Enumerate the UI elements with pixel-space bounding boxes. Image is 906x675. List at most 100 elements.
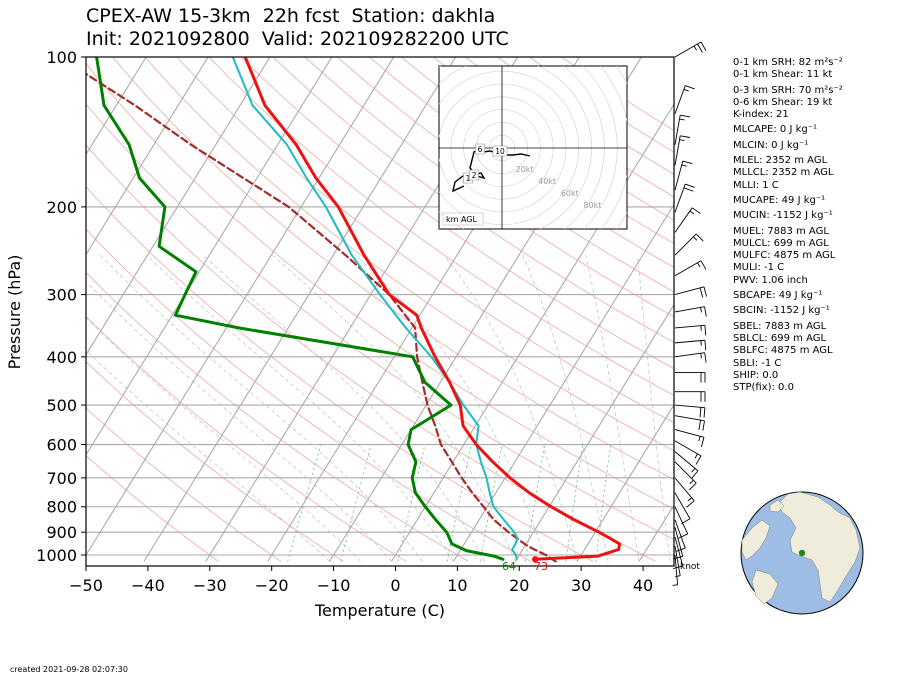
- x-tick-label: 40: [633, 576, 653, 595]
- hodograph-height-label: 10: [495, 147, 505, 156]
- dry-adiabat: [86, 407, 282, 562]
- y-tick-label: 500: [46, 396, 77, 415]
- index-line: 0-6 km Shear: 19 kt: [733, 96, 833, 108]
- wind-barb: [674, 429, 705, 448]
- wind-barb: [672, 527, 684, 560]
- y-tick-label: 800: [46, 498, 77, 517]
- dry-adiabat: [86, 103, 674, 540]
- mixing-ratio-line: [524, 444, 546, 562]
- isotherm: [86, 57, 271, 356]
- sounding-profiles: [86, 57, 622, 563]
- x-tick-label: 0: [390, 576, 400, 595]
- axes: −50 −40 −30 −20 −10 0 10 20 30 40 100 200 300 400 500 6…: [36, 48, 653, 595]
- index-line: MULCL: 699 m AGL: [733, 237, 829, 249]
- dry-adiabat: [86, 271, 469, 562]
- hodograph-height-label: 1: [466, 174, 471, 183]
- wind-barb: [674, 114, 691, 145]
- created-timestamp: created 2021-09-28 02:07:30: [10, 665, 128, 674]
- y-tick-label: 600: [46, 436, 77, 455]
- wind-unit-label: knot: [680, 562, 700, 572]
- hodograph-ring-label: 60kt: [561, 189, 579, 198]
- index-line: MUEL: 7883 m AGL: [733, 225, 829, 237]
- index-line: 0-1 km Shear: 11 kt: [733, 69, 833, 81]
- moist-adiabat: [86, 280, 392, 562]
- x-tick-label: −30: [193, 576, 227, 595]
- dry-adiabat: [112, 57, 674, 481]
- parcel-profile-line: [86, 72, 557, 563]
- wind-barb: [674, 41, 707, 58]
- mixing-ratio-line: [595, 444, 612, 562]
- wind-barb: [674, 160, 693, 191]
- surface-temperature-label: 73: [534, 560, 548, 573]
- moist-adiabat: [86, 317, 361, 562]
- x-tick-label: −50: [69, 576, 103, 595]
- hodograph-frame: [438, 65, 628, 230]
- x-axis-label: Temperature (C): [314, 601, 445, 620]
- wind-barb: [674, 492, 691, 525]
- index-line: MLCIN: 0 J kg⁻¹: [733, 139, 809, 151]
- y-tick-label: 700: [46, 469, 77, 488]
- index-line: 0-1 km SRH: 82 m²s⁻²: [733, 57, 843, 68]
- wind-barb: [674, 440, 702, 465]
- index-line: MLLI: 1 C: [733, 179, 779, 191]
- index-line: SBLI: -1 C: [733, 357, 782, 369]
- hodograph-height-box: [469, 169, 479, 181]
- wind-barb: [675, 372, 706, 383]
- wind-barb: [674, 506, 689, 539]
- globe-land: [751, 569, 779, 605]
- wind-barb: [674, 477, 695, 508]
- index-line: MUCAPE: 49 J kg⁻¹: [733, 194, 826, 206]
- mixing-ratio-line: [479, 444, 503, 562]
- x-tick-label: 30: [571, 576, 591, 595]
- y-tick-label: 300: [46, 286, 77, 305]
- indices-panel: 0-1 km SRH: 82 m²s⁻² 0-1 km Shear: 11 kt 0…: [733, 57, 843, 394]
- y-tick-label: 200: [46, 198, 77, 217]
- isotherm: [86, 57, 333, 456]
- index-line: SBCIN: -1152 J kg⁻¹: [733, 305, 830, 317]
- dry-adiabat: [368, 57, 674, 269]
- x-tick-label: −10: [317, 576, 351, 595]
- isotherm: [86, 57, 147, 156]
- y-tick-label: 900: [46, 523, 77, 542]
- index-line: STP(fix): 0.0: [733, 382, 794, 394]
- mixing-ratio-line: [287, 444, 322, 562]
- hodograph-height-box: [475, 143, 485, 155]
- x-tick-label: −20: [255, 576, 289, 595]
- wind-barb: [674, 183, 695, 213]
- wind-barb: [674, 306, 707, 317]
- y-axis-label: Pressure (hPa): [5, 255, 24, 370]
- x-tick-label: −40: [131, 576, 165, 595]
- hodograph-height-label: 6: [478, 145, 483, 154]
- index-line: SBCAPE: 49 J kg⁻¹: [733, 290, 823, 302]
- y-tick-label: 400: [46, 348, 77, 367]
- wind-barb: [672, 536, 684, 569]
- chart-title-line2: Init: 2021092800 Valid: 202109282200 UTC: [86, 28, 509, 50]
- moist-adiabat: [202, 254, 485, 562]
- index-line: MULI: -1 C: [733, 262, 785, 274]
- isotherm: [86, 57, 209, 256]
- mixing-ratio-line: [446, 444, 472, 562]
- station-marker: [798, 549, 806, 557]
- index-line: MUCIN: -1152 J kg⁻¹: [733, 210, 833, 222]
- index-line: PWV: 1.06 inch: [733, 274, 808, 286]
- wind-barb: [674, 415, 705, 431]
- y-tick-label: 100: [46, 48, 77, 67]
- y-tick-label: 1000: [36, 546, 77, 565]
- dry-adiabat: [240, 57, 674, 370]
- wetbulb-profile-line: [231, 57, 519, 561]
- mixing-ratio-line: [565, 444, 584, 562]
- moist-adiabat: [100, 254, 423, 562]
- dry-adiabat: [86, 228, 531, 562]
- surface-temperature-marker: [532, 556, 539, 563]
- wind-barb: [674, 451, 699, 479]
- dry-adiabat: [86, 62, 674, 510]
- hodograph-height-box: [492, 145, 508, 157]
- globe-land: [741, 519, 771, 561]
- wind-barb: [674, 233, 704, 256]
- dry-adiabat: [176, 57, 674, 424]
- wind-barb: [674, 339, 707, 351]
- wind-barb: [672, 554, 679, 586]
- wind-barb: [674, 207, 701, 233]
- dry-adiabat: [304, 57, 674, 318]
